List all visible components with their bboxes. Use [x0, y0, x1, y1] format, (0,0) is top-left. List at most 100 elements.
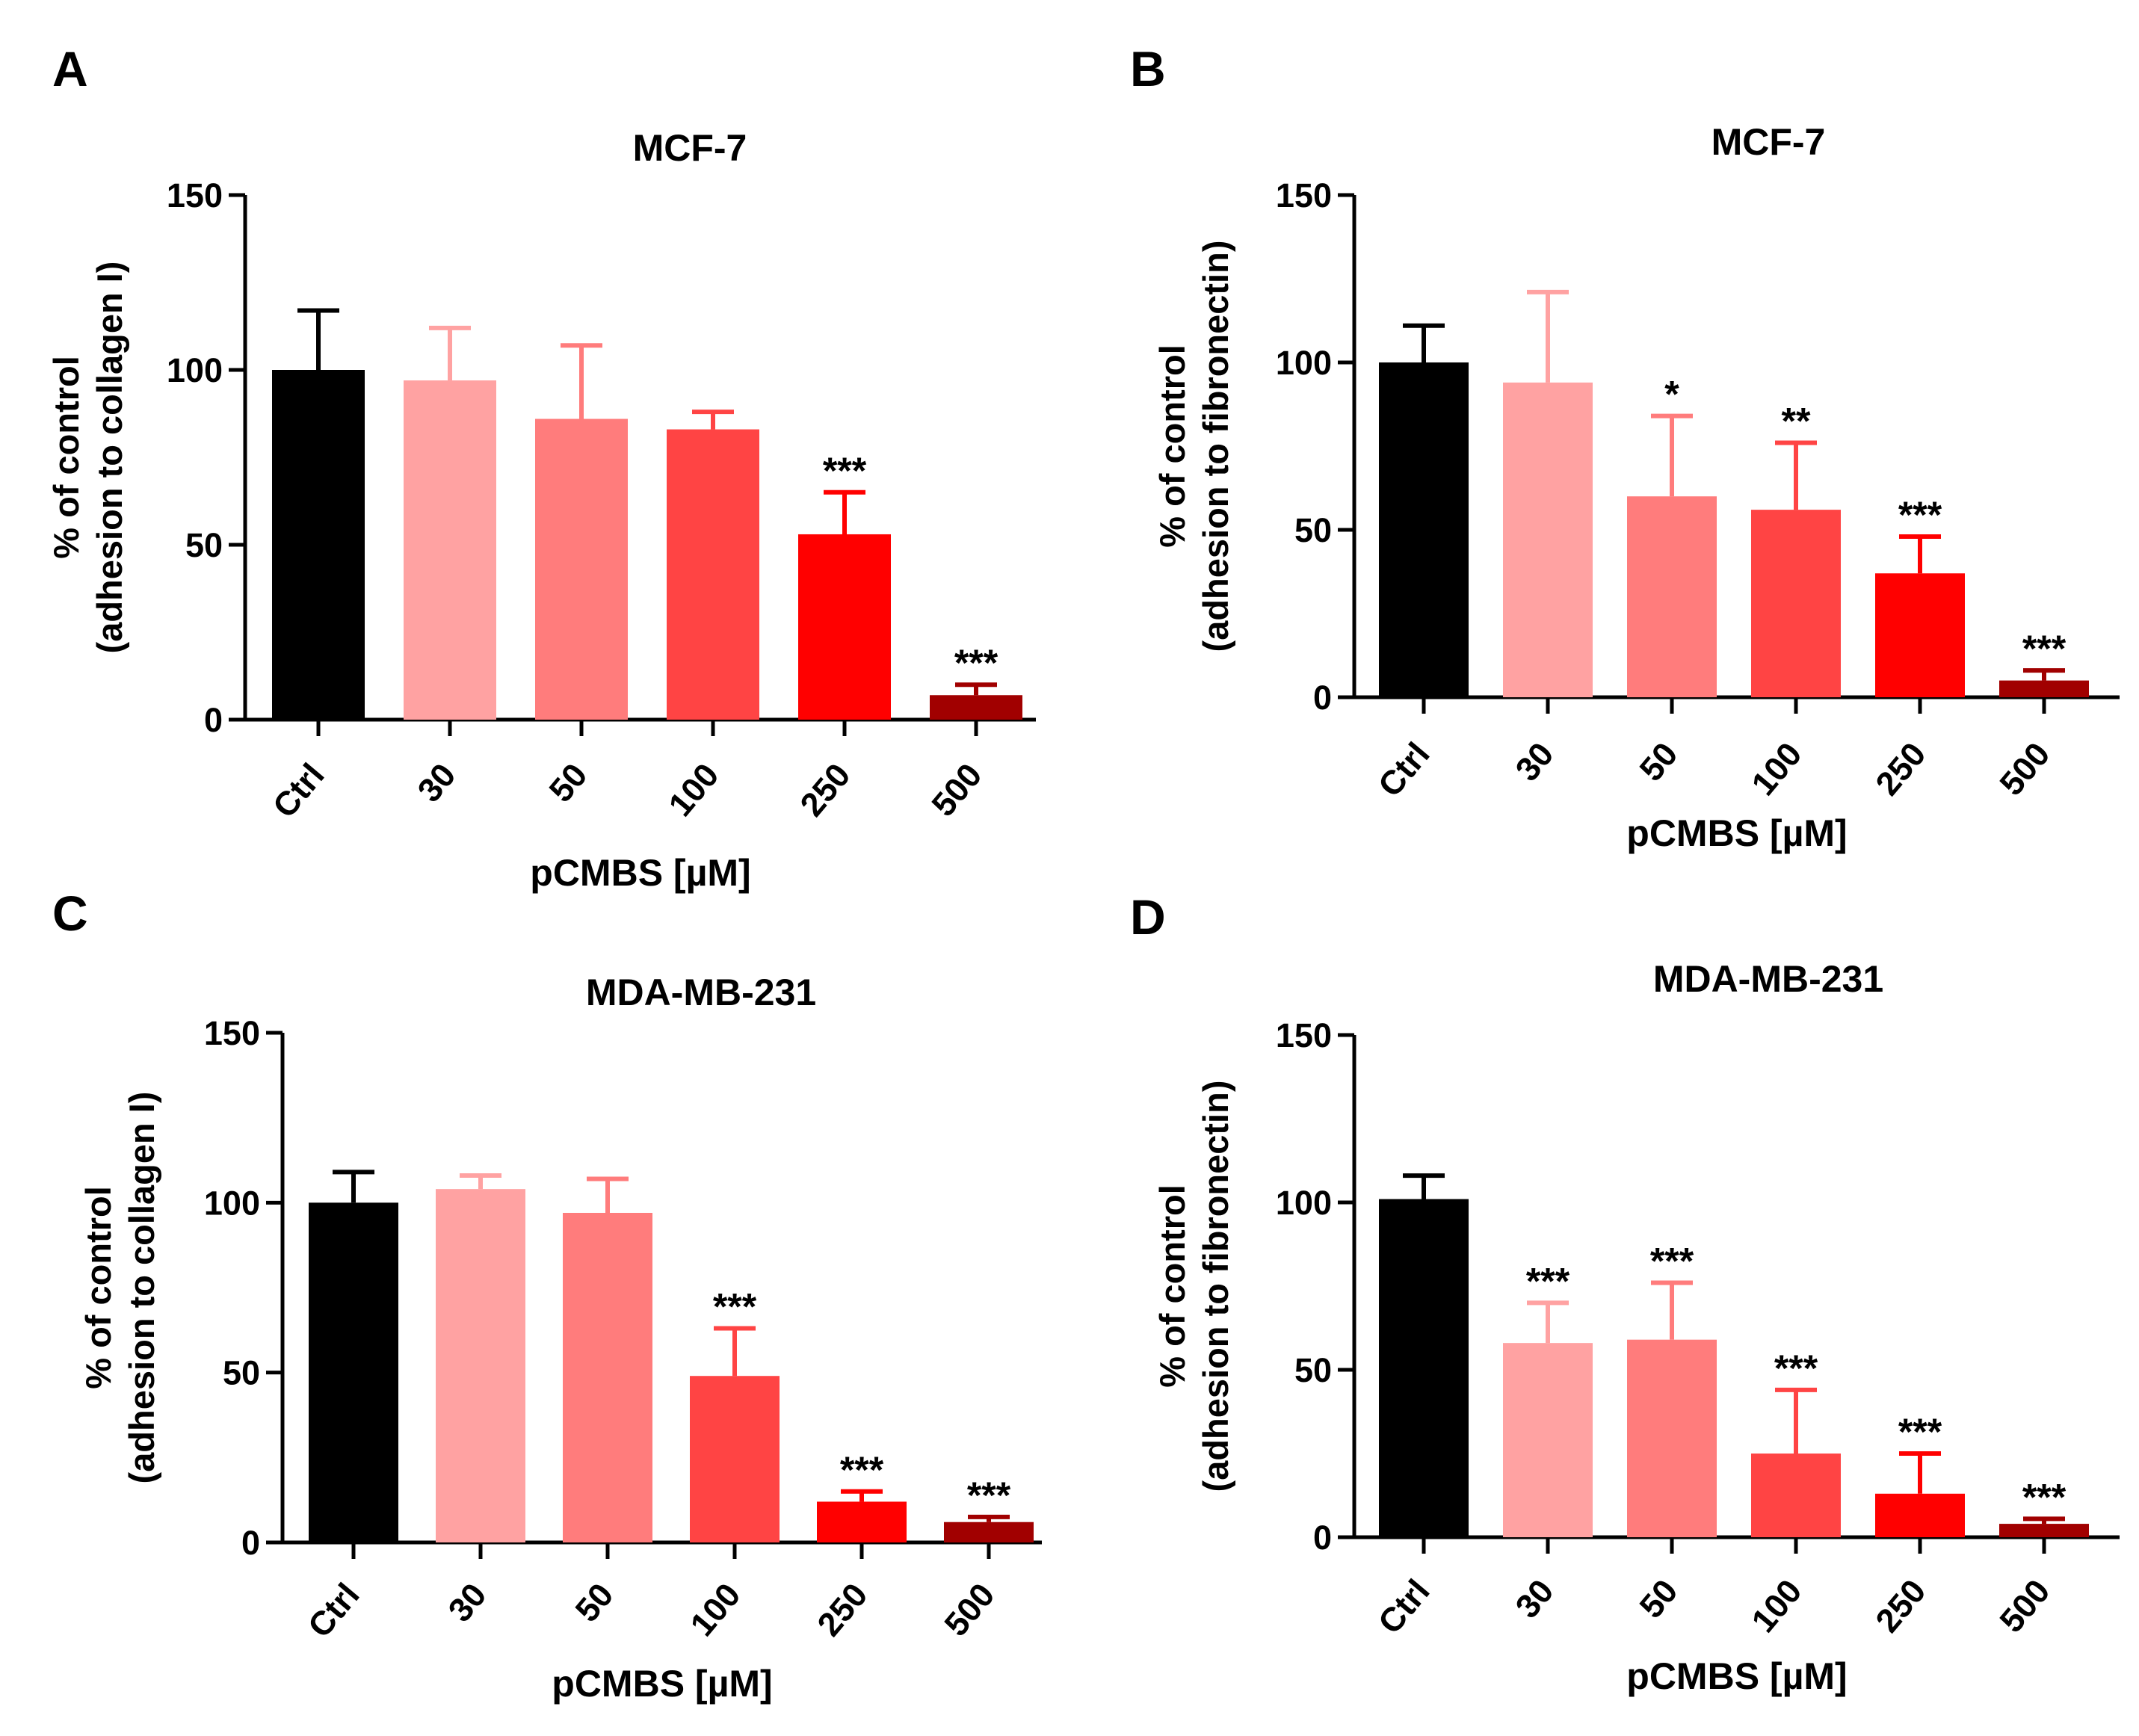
x-tick-label: 100 — [1744, 735, 1809, 803]
y-tick-label: 100 — [204, 1184, 260, 1222]
significance-marker: *** — [823, 450, 867, 492]
chart-title: MCF-7 — [633, 127, 747, 169]
bar — [817, 1501, 907, 1542]
y-axis-label: % of control (adhesion to fibronectin) — [1152, 1081, 1235, 1492]
significance-marker: *** — [954, 642, 998, 684]
bar — [535, 418, 628, 720]
panel-label: C — [52, 886, 88, 941]
y-axis-label-line: (adhesion to collagen I) — [90, 262, 129, 654]
x-tick-label: 500 — [936, 1576, 1001, 1643]
x-tick-label: Ctrl — [1371, 735, 1437, 804]
chart-title: MCF-7 — [1711, 121, 1826, 163]
x-tick-label: 50 — [567, 1576, 620, 1629]
y-tick-label: 150 — [204, 1014, 260, 1052]
significance-marker: *** — [840, 1449, 884, 1491]
x-tick-label: 50 — [1632, 735, 1685, 788]
bar — [404, 380, 496, 720]
panel-label: D — [1130, 889, 1166, 945]
x-tick-label: Ctrl — [1371, 1572, 1437, 1641]
bar — [309, 1202, 398, 1542]
x-tick-label: 30 — [1507, 735, 1561, 788]
y-axis-label-line: % of control — [1152, 1184, 1192, 1388]
y-axis-label: % of control (adhesion to fibronectin) — [1152, 241, 1235, 652]
y-axis-label: % of control (adhesion to collagen I) — [46, 262, 129, 654]
x-tick-label: Ctrl — [265, 756, 332, 825]
bar — [1379, 362, 1469, 697]
x-axis-label: pCMBS [µM] — [530, 852, 750, 894]
significance-marker: *** — [1526, 1260, 1570, 1302]
bar — [667, 429, 759, 720]
x-tick-label: 500 — [1992, 735, 2057, 803]
x-tick-label: 100 — [661, 756, 726, 824]
x-axis-label: pCMBS [µM] — [552, 1663, 772, 1705]
x-tick-label: 30 — [440, 1576, 493, 1629]
y-tick-label: 50 — [223, 1354, 260, 1392]
y-tick-label: 150 — [1276, 176, 1332, 214]
bar — [1379, 1199, 1469, 1537]
y-axis-label-line: % of control — [78, 1186, 118, 1389]
significance-marker: ** — [1782, 401, 1811, 442]
y-tick-label: 50 — [1294, 511, 1332, 549]
y-tick-label: 50 — [1294, 1351, 1332, 1389]
x-tick-label: 30 — [1507, 1572, 1561, 1625]
x-tick-label: 100 — [682, 1576, 747, 1643]
chart-panel-c: C MDA-MB-231 0 50 100 150 % of control (adhesio… — [52, 886, 1042, 1705]
bar — [1999, 1524, 2089, 1537]
y-axis-label-line: (adhesion to fibronectin) — [1196, 241, 1235, 652]
bar — [1875, 1493, 1965, 1537]
x-tick-label: 50 — [1632, 1572, 1685, 1625]
x-tick-label: 250 — [792, 756, 857, 824]
bar — [1503, 382, 1593, 697]
y-tick-label: 0 — [1313, 679, 1332, 717]
bar — [563, 1212, 652, 1542]
x-tick-label: 30 — [410, 756, 463, 809]
bar — [1999, 680, 2089, 697]
bar — [272, 370, 365, 720]
significance-marker: *** — [1774, 1347, 1818, 1389]
y-tick-label: 150 — [167, 176, 223, 214]
significance-marker: *** — [1650, 1241, 1694, 1282]
significance-marker: * — [1664, 374, 1679, 416]
y-axis-label-line: % of control — [46, 356, 86, 559]
chart-title: MDA-MB-231 — [586, 972, 816, 1013]
chart-panel-b: B MCF-7 0 50 100 150 % of control (adhesion to … — [1130, 41, 2120, 854]
bar — [1627, 496, 1717, 697]
chart-panel-d: D MDA-MB-231 0 50 100 150 % of control (adhesio… — [1130, 889, 2120, 1697]
significance-marker: *** — [1898, 494, 1942, 536]
x-tick-label: 500 — [1992, 1572, 2057, 1640]
significance-marker: *** — [2022, 628, 2067, 670]
x-axis-label: pCMBS [µM] — [1626, 812, 1847, 854]
panel-label: A — [52, 41, 88, 96]
y-tick-label: 0 — [241, 1524, 260, 1562]
y-tick-label: 150 — [1276, 1016, 1332, 1054]
chart-title: MDA-MB-231 — [1653, 958, 1883, 1000]
y-axis-label-line: (adhesion to fibronectin) — [1196, 1081, 1235, 1492]
x-tick-label: Ctrl — [300, 1576, 367, 1645]
y-axis-label: % of control (adhesion to collagen I) — [78, 1092, 161, 1484]
bar — [436, 1189, 525, 1542]
x-tick-label: 500 — [924, 756, 989, 824]
x-tick-label: 250 — [1868, 1572, 1933, 1640]
bar — [1751, 1454, 1841, 1537]
bar — [1875, 573, 1965, 697]
significance-marker: *** — [713, 1286, 757, 1328]
x-tick-label: 250 — [809, 1576, 874, 1643]
significance-marker: *** — [2022, 1476, 2067, 1518]
y-tick-label: 50 — [185, 526, 223, 564]
chart-panel-a: A MCF-7 0 50 100 150 % of control (adhesion to … — [46, 41, 1036, 894]
y-tick-label: 0 — [1313, 1519, 1332, 1557]
x-tick-label: 50 — [541, 756, 594, 809]
y-tick-label: 0 — [204, 701, 223, 739]
bar — [944, 1522, 1034, 1542]
x-tick-label: 250 — [1868, 735, 1933, 803]
y-tick-label: 100 — [1276, 1184, 1332, 1222]
significance-marker: *** — [1898, 1411, 1942, 1453]
bar — [1503, 1343, 1593, 1537]
x-tick-label: 100 — [1744, 1572, 1809, 1640]
significance-marker: *** — [967, 1474, 1011, 1516]
y-tick-label: 100 — [167, 351, 223, 389]
bar — [690, 1376, 780, 1542]
panel-label: B — [1130, 41, 1166, 96]
bar — [798, 534, 891, 720]
